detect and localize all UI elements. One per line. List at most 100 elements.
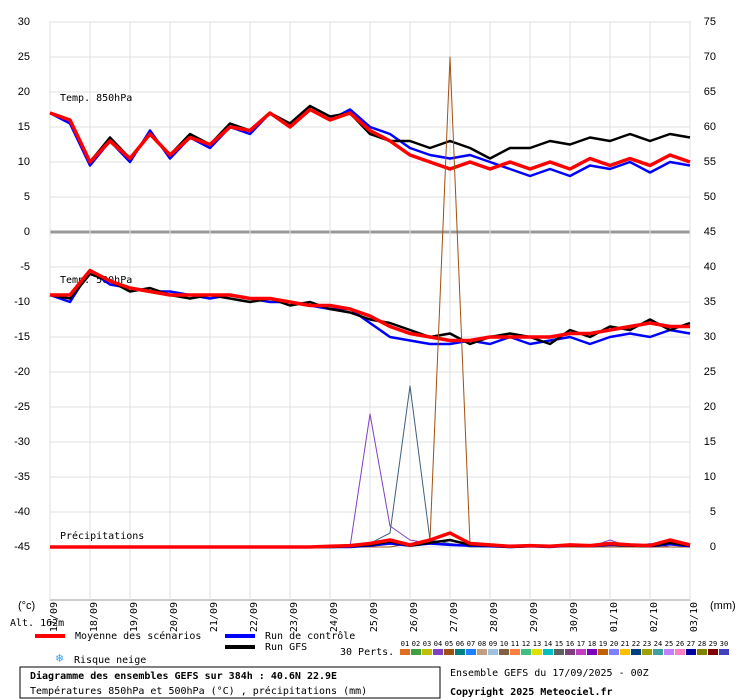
perturbation-swatch	[598, 649, 608, 655]
perturbation-swatch	[620, 649, 630, 655]
y-tick-label: -40	[14, 506, 30, 518]
perturbation-swatch	[587, 649, 597, 655]
x-tick-label: 24/09	[329, 602, 340, 632]
y-tick-label: 25	[18, 51, 30, 63]
perturbation-label: 03	[423, 640, 431, 648]
snow-icon: ❄	[55, 653, 64, 665]
footer-run: Ensemble GEFS du 17/09/2025 - 00Z	[450, 668, 649, 679]
perturbation-swatch	[466, 649, 476, 655]
x-tick-label: 02/10	[649, 602, 660, 632]
perturbation-swatch	[543, 649, 553, 655]
y-axis-label: (°c)	[18, 600, 35, 612]
perturbation-label: 28	[698, 640, 706, 648]
perturbation-label: 08	[478, 640, 486, 648]
perturbation-swatch	[422, 649, 432, 655]
y2-tick-label: 70	[704, 51, 716, 63]
perturbation-swatch	[686, 649, 696, 655]
y2-tick-label: 0	[710, 541, 716, 553]
y-tick-label: 15	[18, 121, 30, 133]
perturbation-swatch	[521, 649, 531, 655]
y2-tick-label: 25	[704, 366, 716, 378]
footer-copyright: Copyright 2025 Meteociel.fr	[450, 686, 613, 698]
x-tick-label: 01/10	[609, 602, 620, 632]
perturbation-label: 22	[632, 640, 640, 648]
perturbation-label: 11	[511, 640, 519, 648]
y-tick-label: -30	[14, 436, 30, 448]
perturbation-label: 20	[610, 640, 618, 648]
y-tick-label: -25	[14, 401, 30, 413]
perturbation-label: 30	[720, 640, 728, 648]
perturbation-swatch	[708, 649, 718, 655]
y2-tick-label: 40	[704, 261, 716, 273]
altitude: Alt. 162m	[10, 618, 64, 629]
panel-label: Temp. 850hPa	[60, 93, 132, 104]
y2-axis-label: (mm)	[710, 600, 736, 612]
x-tick-label: 19/09	[129, 602, 140, 632]
legend-label: Moyenne des scénarios	[75, 630, 201, 642]
perturbation-label: 21	[621, 640, 629, 648]
perturbation-swatch	[576, 649, 586, 655]
y2-tick-label: 20	[704, 401, 716, 413]
footer-box	[19, 666, 441, 699]
x-tick-label: 25/09	[369, 602, 380, 632]
footer-title: Diagramme des ensembles GEFS sur 384h : …	[30, 670, 337, 682]
x-tick-label: 03/10	[689, 602, 700, 632]
panel-label: Précipitations	[60, 530, 144, 542]
perturbation-label: 01	[401, 640, 409, 648]
y2-tick-label: 55	[704, 156, 716, 168]
y2-tick-label: 75	[704, 16, 716, 28]
perturbation-swatch	[411, 649, 421, 655]
series-line	[50, 531, 691, 549]
y2-tick-label: 65	[704, 86, 716, 98]
perturbation-label: 25	[665, 640, 673, 648]
perturbation-label: 17	[577, 640, 585, 648]
y-tick-label: 30	[18, 16, 30, 28]
y2-tick-label: 60	[704, 121, 716, 133]
legend-label: Run GFS	[265, 642, 307, 653]
perturbation-label: 02	[412, 640, 420, 648]
perturbation-label: 14	[544, 640, 552, 648]
y2-tick-label: 30	[704, 331, 716, 343]
perturbation-label: 06	[456, 640, 464, 648]
perturbation-swatch	[675, 649, 685, 655]
perturbation-label: 26	[676, 640, 684, 648]
y-tick-label: -5	[20, 261, 30, 273]
series-line	[49, 107, 691, 171]
x-tick-label: 28/09	[489, 602, 500, 632]
perturbation-swatch	[510, 649, 520, 655]
y-tick-label: 10	[18, 156, 30, 168]
y-tick-label: 20	[18, 86, 30, 98]
perturbation-swatch	[444, 649, 454, 655]
y-tick-label: -10	[14, 296, 30, 308]
perturbation-label: 04	[434, 640, 442, 648]
y2-tick-label: 5	[710, 506, 716, 518]
perturbation-swatch	[642, 649, 652, 655]
y-tick-label: -45	[14, 541, 30, 553]
perturbation-label: 24	[654, 640, 662, 648]
x-tick-label: 18/09	[89, 602, 100, 632]
x-tick-label: 22/09	[249, 602, 260, 632]
perturbation-label: 05	[445, 640, 453, 648]
perturbation-swatch	[455, 649, 465, 655]
y-tick-label: -20	[14, 366, 30, 378]
perturbation-label: 09	[489, 640, 497, 648]
perturbation-swatch	[488, 649, 498, 655]
perturbation-swatch	[653, 649, 663, 655]
y2-tick-label: 15	[704, 436, 716, 448]
x-tick-label: 23/09	[289, 602, 300, 632]
panel-label: Temp. 500hPa	[60, 275, 132, 286]
perturbation-label: 15	[555, 640, 563, 648]
y2-tick-label: 45	[704, 226, 716, 238]
perturbation-label: 10	[500, 640, 508, 648]
perturbation-swatch	[554, 649, 564, 655]
series-line	[50, 268, 690, 343]
perturbation-swatch	[532, 649, 542, 655]
x-tick-label: 20/09	[169, 602, 180, 632]
perturbation-swatch	[609, 649, 619, 655]
x-tick-label: 21/09	[209, 602, 220, 632]
snow-label: Risque neige	[74, 655, 146, 666]
perturbation-swatch	[719, 649, 729, 655]
perturbation-label: 12	[522, 640, 530, 648]
perturbation-label: 07	[467, 640, 475, 648]
